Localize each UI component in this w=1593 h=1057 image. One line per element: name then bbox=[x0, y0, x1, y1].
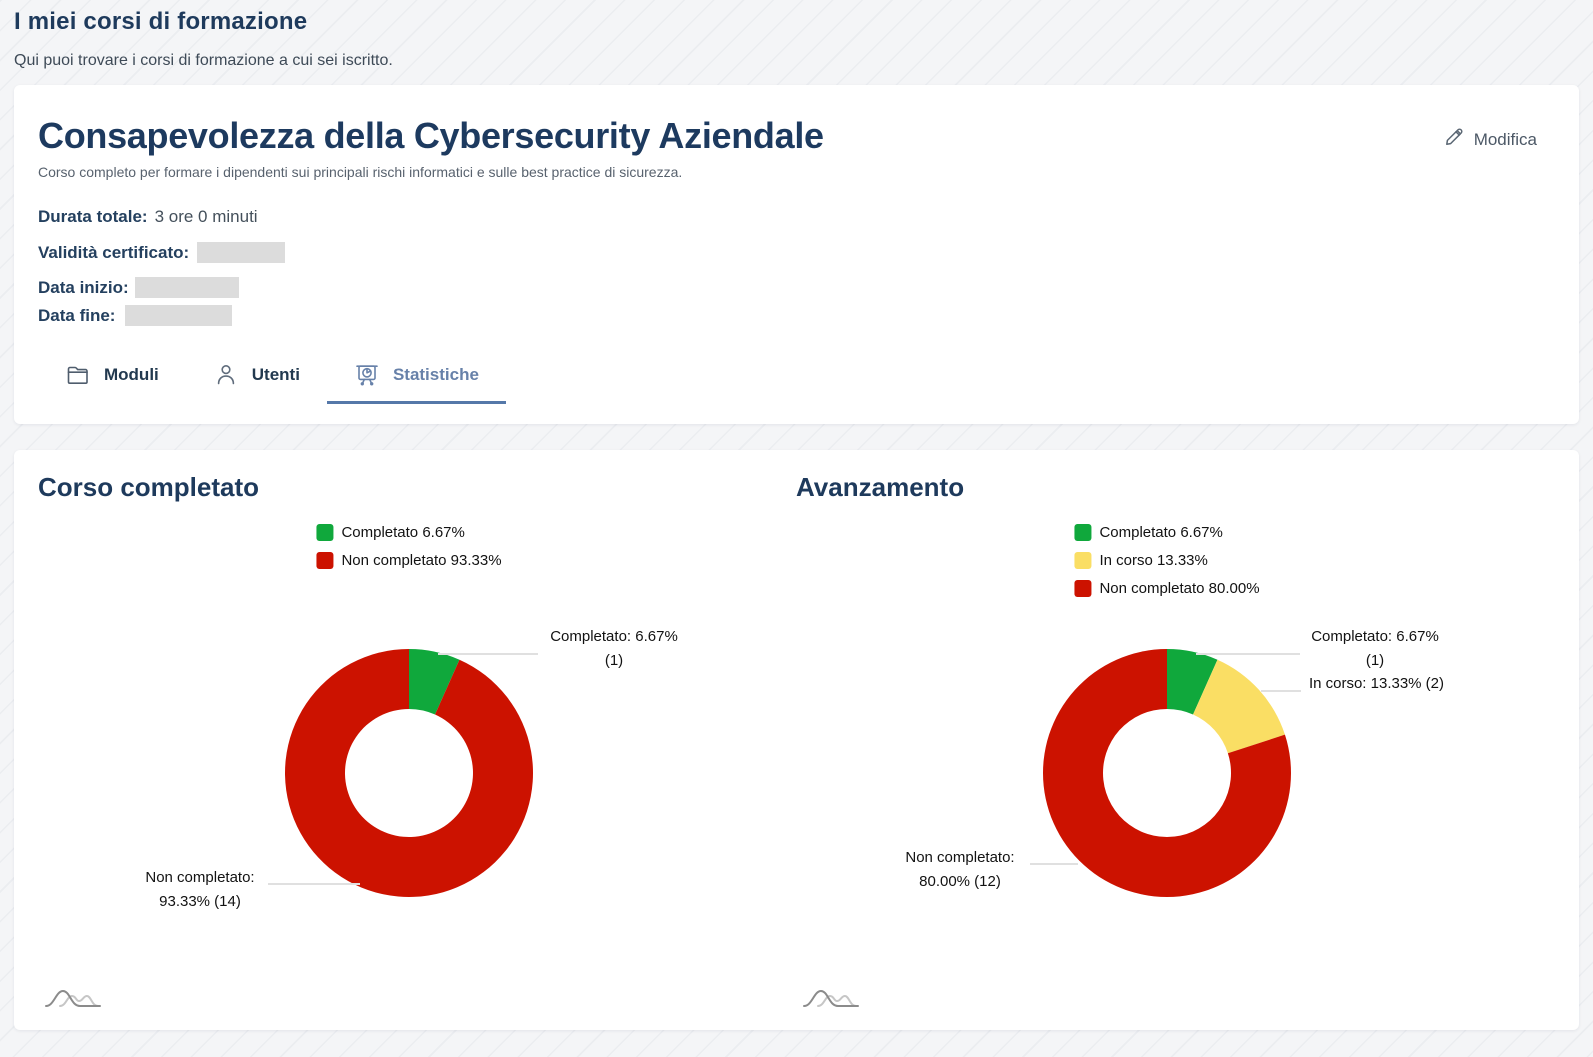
chart-canvas: Completato 6.67% Non completato 93.33% Co… bbox=[38, 509, 796, 1014]
legend-marker bbox=[1074, 552, 1092, 569]
course-description: Corso completo per formare i dipendenti … bbox=[38, 164, 683, 180]
end-date-value-redacted bbox=[125, 305, 233, 326]
bell-curves-icon bbox=[45, 989, 101, 1007]
course-card: Consapevolezza della Cybersecurity Azien… bbox=[14, 85, 1579, 424]
chart-avanzamento: Avanzamento Completato 6.67% In corso 13.… bbox=[796, 472, 1554, 1014]
legend-item-completato: Completato 6.67% bbox=[316, 524, 501, 541]
slice-callout-non-completato: Non completato: 80.00% (12) bbox=[905, 849, 1015, 890]
statistics-card: Corso completato Completato 6.67% Non com… bbox=[14, 450, 1579, 1030]
legend-item-non-completato: Non completato 80.00% bbox=[1074, 580, 1260, 597]
callout-leader-line bbox=[268, 883, 360, 885]
legend-item-completato: Completato 6.67% bbox=[1074, 524, 1259, 541]
pencil-icon bbox=[1444, 127, 1464, 152]
certificate-validity-value-redacted bbox=[197, 242, 286, 263]
charts-row: Corso completato Completato 6.67% Non com… bbox=[38, 472, 1555, 1014]
duration-label: Durata totale: bbox=[38, 207, 148, 226]
legend-label: In corso 13.33% bbox=[1099, 552, 1208, 569]
tab-label: Moduli bbox=[104, 365, 159, 384]
certificate-validity-label: Validità certificato: bbox=[38, 242, 190, 262]
legend-label: Completato 6.67% bbox=[341, 524, 465, 541]
course-tabs: Moduli Utenti bbox=[38, 351, 1555, 404]
legend-marker bbox=[316, 552, 334, 569]
legend-label: Non completato 80.00% bbox=[1099, 580, 1260, 597]
donut-slice-completato[interactable] bbox=[1167, 649, 1218, 715]
end-date-label: Data fine: bbox=[38, 305, 116, 325]
donut-chart bbox=[1042, 649, 1291, 897]
chart-title: Corso completato bbox=[38, 472, 260, 502]
legend-label: Completato 6.67% bbox=[1099, 524, 1223, 541]
legend-marker bbox=[316, 524, 334, 541]
edit-label: Modifica bbox=[1473, 129, 1537, 149]
tab-utenti[interactable]: Utenti bbox=[186, 351, 327, 404]
donut-chart bbox=[285, 649, 534, 897]
tab-statistiche[interactable]: Statistiche bbox=[326, 351, 506, 404]
legend-item-non-completato: Non completato 93.33% bbox=[316, 552, 502, 569]
slice-callout-completato: Completato: 6.67% (1) bbox=[550, 628, 678, 669]
legend-label: Non completato 93.33% bbox=[341, 552, 502, 569]
bell-curves-icon bbox=[803, 989, 859, 1007]
legend-item-in-corso: In corso 13.33% bbox=[1074, 552, 1259, 569]
user-icon bbox=[213, 362, 239, 388]
slice-callout-non-completato: Non completato: 93.33% (14) bbox=[145, 869, 255, 910]
page-title: I miei corsi di formazione bbox=[14, 8, 308, 35]
duration-value: 3 ore 0 minuti bbox=[154, 207, 258, 226]
chart-canvas: Completato 6.67% In corso 13.33% Non compl… bbox=[796, 509, 1554, 1014]
presentation-chart-icon bbox=[354, 362, 380, 388]
tab-moduli[interactable]: Moduli bbox=[38, 351, 186, 404]
callout-leader-line bbox=[438, 653, 538, 655]
start-date-value-redacted bbox=[134, 277, 239, 298]
chart-title: Avanzamento bbox=[796, 472, 965, 502]
chart-legend: Completato 6.67% In corso 13.33% Non compl… bbox=[1074, 524, 1260, 597]
start-date-label: Data inizio: bbox=[38, 277, 129, 297]
tab-label: Utenti bbox=[251, 365, 300, 384]
folder-icon bbox=[65, 362, 91, 388]
donut-slice-non-completato[interactable] bbox=[1042, 649, 1291, 897]
callout-leader-line bbox=[1261, 690, 1301, 692]
course-title: Consapevolezza della Cybersecurity Azien… bbox=[38, 115, 824, 156]
slice-callout-in-corso: In corso: 13.33% (2) bbox=[1308, 675, 1445, 692]
callout-leader-line bbox=[1196, 653, 1300, 655]
chart-legend: Completato 6.67% Non completato 93.33% bbox=[316, 524, 502, 569]
legend-marker bbox=[1074, 580, 1092, 597]
legend-marker bbox=[1074, 524, 1092, 541]
donut-slice-in-corso[interactable] bbox=[1193, 659, 1285, 754]
donut-slice-non-completato[interactable] bbox=[285, 649, 534, 897]
course-meta: Durata totale: 3 ore 0 minuti Validità c… bbox=[38, 207, 1555, 326]
callout-leader-line bbox=[1030, 863, 1078, 865]
edit-course-button[interactable]: Modifica bbox=[1444, 127, 1537, 152]
slice-callout-completato: Completato: 6.67% (1) bbox=[1311, 628, 1439, 669]
tab-label: Statistiche bbox=[392, 365, 479, 384]
donut-slice-completato[interactable] bbox=[409, 649, 460, 715]
page-subtitle: Qui puoi trovare i corsi di formazione a… bbox=[14, 52, 393, 69]
chart-corso-completato: Corso completato Completato 6.67% Non com… bbox=[38, 472, 796, 1014]
